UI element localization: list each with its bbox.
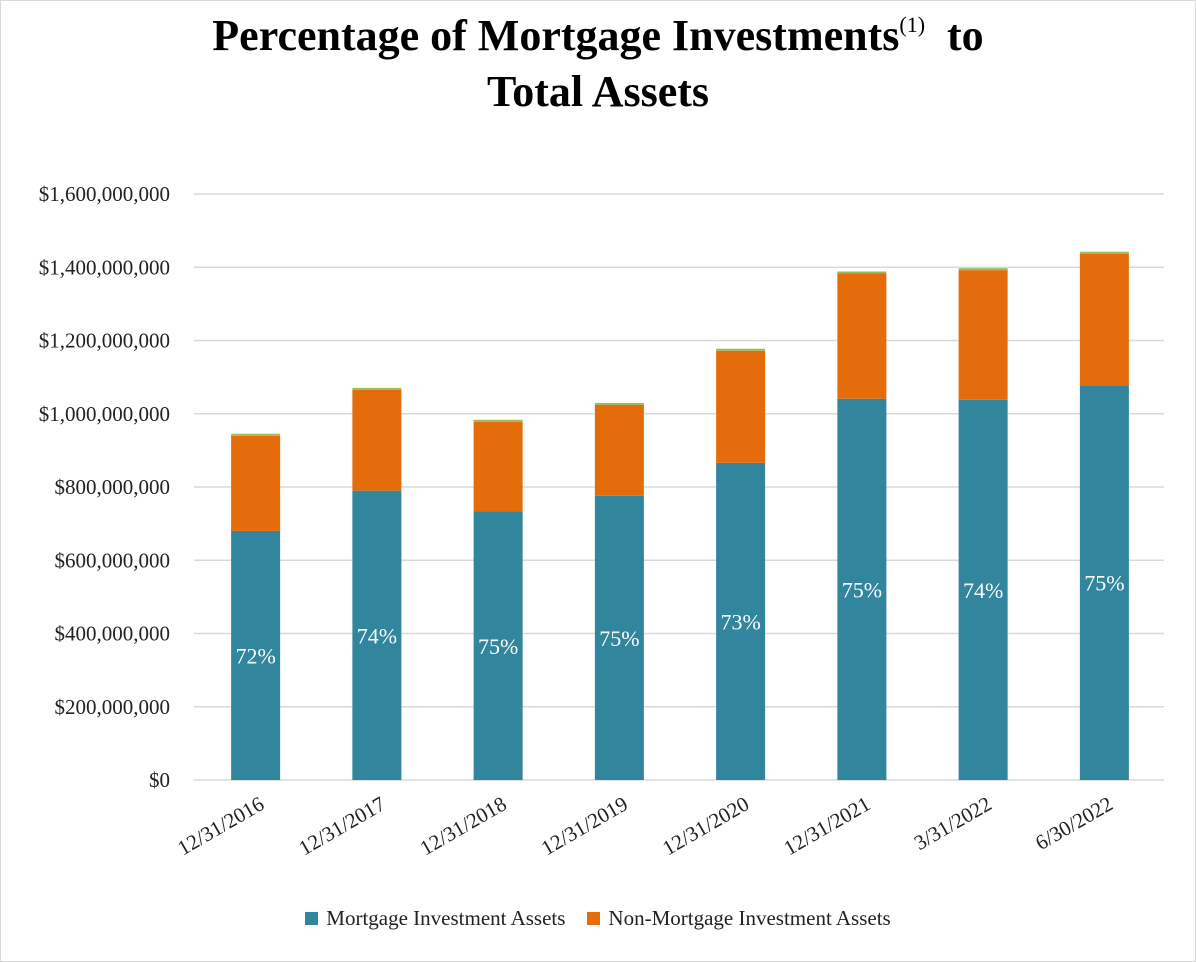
y-tick-label: $800,000,000	[55, 475, 171, 499]
bar-top-cap	[837, 271, 887, 274]
data-label: 75%	[478, 634, 518, 659]
bar-mortgage	[231, 530, 281, 780]
bar-non-mortgage	[231, 435, 281, 531]
data-label: 72%	[235, 643, 275, 668]
bar-non-mortgage	[958, 270, 1008, 400]
y-tick-label: $1,400,000,000	[39, 255, 170, 279]
y-tick-label: $200,000,000	[55, 695, 171, 719]
chart-title-main: Percentage of Mortgage Investments	[212, 11, 900, 60]
data-label: 75%	[1084, 571, 1124, 596]
legend-swatch-mortgage	[305, 912, 319, 925]
y-tick-label: $600,000,000	[55, 548, 171, 572]
data-label: 73%	[720, 609, 760, 634]
chart-title-tail: to	[947, 11, 984, 60]
bar-non-mortgage	[352, 389, 402, 491]
x-tick-label: 6/30/2022	[1031, 792, 1117, 855]
legend-item-non-mortgage: Non-Mortgage Investment Assets	[587, 906, 891, 931]
chart-title: Percentage of Mortgage Investments(1) to…	[0, 8, 1196, 120]
y-tick-label: $0	[149, 768, 170, 792]
legend-swatch-non-mortgage	[587, 912, 601, 925]
bar-non-mortgage	[1079, 253, 1129, 386]
bar-non-mortgage	[594, 404, 644, 496]
x-tick-label: 12/31/2021	[780, 792, 875, 861]
y-tick-label: $1,600,000,000	[39, 182, 170, 206]
bar-top-cap	[958, 268, 1008, 271]
bar-top-cap	[231, 433, 281, 436]
y-tick-label: $400,000,000	[55, 622, 171, 646]
chart-title-line2: Total Assets	[486, 67, 710, 116]
legend-label-non-mortgage: Non-Mortgage Investment Assets	[608, 906, 891, 930]
bar-mortgage	[473, 511, 523, 780]
data-label: 75%	[599, 626, 639, 651]
bar-non-mortgage	[716, 350, 766, 463]
bar-non-mortgage	[837, 273, 887, 399]
y-tick-label: $1,200,000,000	[39, 329, 170, 353]
data-label: 74%	[963, 578, 1003, 603]
bar-mortgage	[594, 495, 644, 780]
x-tick-label: 3/31/2022	[910, 792, 996, 855]
bar-top-cap	[716, 348, 766, 351]
data-label: 74%	[357, 623, 397, 648]
bar-mortgage	[352, 490, 402, 780]
x-tick-label: 12/31/2020	[658, 792, 753, 861]
bar-mortgage	[958, 399, 1008, 780]
bar-mortgage	[1079, 385, 1129, 780]
bar-mortgage	[716, 462, 766, 780]
x-tick-label: 12/31/2017	[295, 792, 390, 861]
y-tick-label: $1,000,000,000	[39, 402, 170, 426]
chart-title-footnote: (1)	[899, 12, 926, 37]
data-label: 75%	[842, 577, 882, 602]
legend: Mortgage Investment Assets Non-Mortgage …	[0, 906, 1196, 931]
bar-top-cap	[352, 387, 402, 390]
bar-non-mortgage	[473, 421, 523, 512]
bar-mortgage	[837, 398, 887, 780]
bar-top-cap	[473, 419, 523, 422]
bar-top-cap	[594, 402, 644, 405]
x-tick-label: 12/31/2018	[416, 792, 511, 861]
x-tick-label: 12/31/2019	[537, 792, 632, 861]
bar-top-cap	[1079, 251, 1129, 254]
legend-item-mortgage: Mortgage Investment Assets	[305, 906, 565, 931]
legend-label-mortgage: Mortgage Investment Assets	[326, 906, 566, 930]
x-tick-label: 12/31/2016	[173, 792, 268, 861]
